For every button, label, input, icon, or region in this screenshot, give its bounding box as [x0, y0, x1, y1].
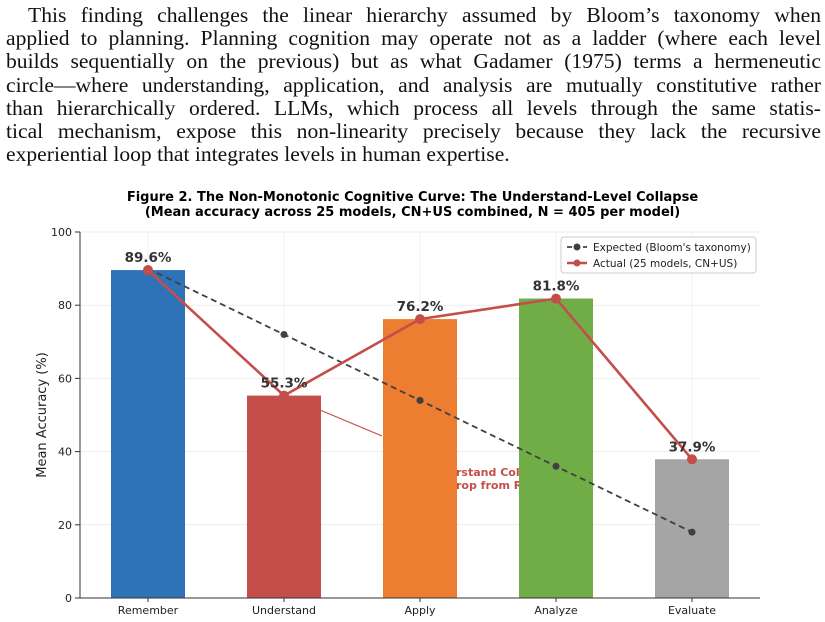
- paragraph-line: builds sequentially on the previous) but…: [6, 49, 821, 74]
- value-label: 37.9%: [669, 439, 716, 455]
- actual-point: [551, 293, 561, 304]
- legend-box: [560, 236, 757, 274]
- y-tick-label: 100: [51, 226, 72, 239]
- annotation-text: rstand Col: [456, 466, 520, 479]
- bar-analyze-overlay: [519, 298, 593, 598]
- body-paragraph: This finding challenges the linear hiera…: [6, 3, 821, 167]
- paragraph-line: tical mechanism, expose this non-lineari…: [6, 119, 821, 144]
- y-tick-label: 20: [58, 519, 72, 532]
- paragraph-line: experiential loop that integrates levels…: [6, 142, 510, 167]
- expected-point: [688, 528, 696, 536]
- actual-point: [415, 314, 425, 325]
- value-label: 89.6%: [125, 250, 172, 266]
- x-tick-label: Evaluate: [668, 604, 716, 617]
- value-label: 55.3%: [261, 376, 308, 392]
- y-tick-label: 40: [58, 446, 72, 459]
- y-tick-label: 60: [58, 372, 72, 385]
- figure-subtitle: (Mean accuracy across 25 models, CN+US c…: [144, 205, 681, 220]
- legend-label: Actual (25 models, CN+US): [593, 258, 737, 270]
- legend-marker: [573, 259, 581, 267]
- x-tick-label: Analyze: [534, 604, 578, 617]
- bar-apply: [383, 319, 457, 598]
- legend-label: Expected (Bloom's taxonomy): [593, 242, 751, 254]
- paragraph-line: circle—where understanding, application,…: [6, 72, 821, 97]
- x-tick-label: Remember: [118, 604, 179, 617]
- x-tick-label: Apply: [404, 604, 436, 617]
- expected-point: [552, 462, 560, 470]
- legend-marker: [573, 243, 581, 251]
- x-tick-label: Understand: [252, 604, 316, 617]
- figure-title: Figure 2. The Non-Monotonic Cognitive Cu…: [126, 190, 699, 205]
- value-label: 76.2%: [397, 299, 444, 315]
- expected-point: [416, 396, 424, 404]
- actual-point: [143, 265, 153, 276]
- paragraph-line: than hierarchically ordered. LLMs, which…: [6, 95, 821, 120]
- bar-understand: [247, 395, 321, 598]
- annotation-pointer: [319, 409, 383, 437]
- value-label: 81.8%: [533, 279, 580, 295]
- bar-remember: [111, 270, 185, 598]
- actual-point: [279, 390, 289, 401]
- y-tick-label: 80: [58, 299, 72, 312]
- annotation-text: rop from R: [456, 479, 523, 492]
- y-tick-label: 0: [65, 592, 72, 605]
- y-axis-label: Mean Accuracy (%): [35, 352, 50, 478]
- paragraph-line: This finding challenges the linear hiera…: [28, 3, 821, 27]
- actual-point: [687, 454, 697, 465]
- expected-point: [280, 330, 288, 338]
- paragraph-line: applied to planning. Planning cognition …: [6, 26, 821, 51]
